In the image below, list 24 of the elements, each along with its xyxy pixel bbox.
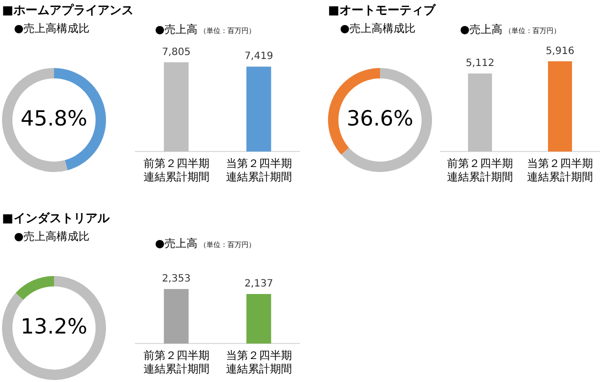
x-tick-label: 前第２四半期連結累計期間 [143, 157, 210, 184]
chart-title: ■オートモーティブ [328, 2, 437, 19]
chart-title: ■ホームアプライアンス [2, 2, 134, 19]
chart-title: ●売上高 [155, 237, 198, 250]
chart-title: ●売上高 [460, 23, 503, 36]
data-label: 5,916 [546, 46, 574, 57]
chart-title: ■インダストリアル [2, 210, 111, 227]
chart-subtitle: ●売上高構成比 [340, 22, 416, 35]
data-label: 7,805 [162, 46, 191, 58]
data-label: 5,112 [466, 58, 494, 70]
chart-title: ●売上高 [155, 23, 198, 36]
x-tick-label: 前第２四半期連結累計期間 [143, 349, 210, 376]
x-tick-label: 当第２四半期連結累計期間 [226, 157, 292, 184]
x-tick-label: 前第２四半期連結累計期間 [447, 157, 513, 184]
data-label: 7,419 [244, 51, 274, 62]
x-tick-label: 当第２四半期連結累計期間 [226, 349, 292, 376]
chart-subtitle: ●売上高構成比 [13, 21, 91, 36]
chart-subtitle: ●売上高構成比 [13, 229, 91, 244]
data-label: 13.2% [20, 314, 88, 338]
data-label: 2,137 [244, 278, 274, 290]
data-label: 36.6% [346, 106, 414, 130]
x-tick-label: 当第２四半期連結累計期間 [527, 157, 593, 184]
data-label: 45.8% [20, 106, 88, 130]
data-label: 2,353 [162, 274, 191, 285]
